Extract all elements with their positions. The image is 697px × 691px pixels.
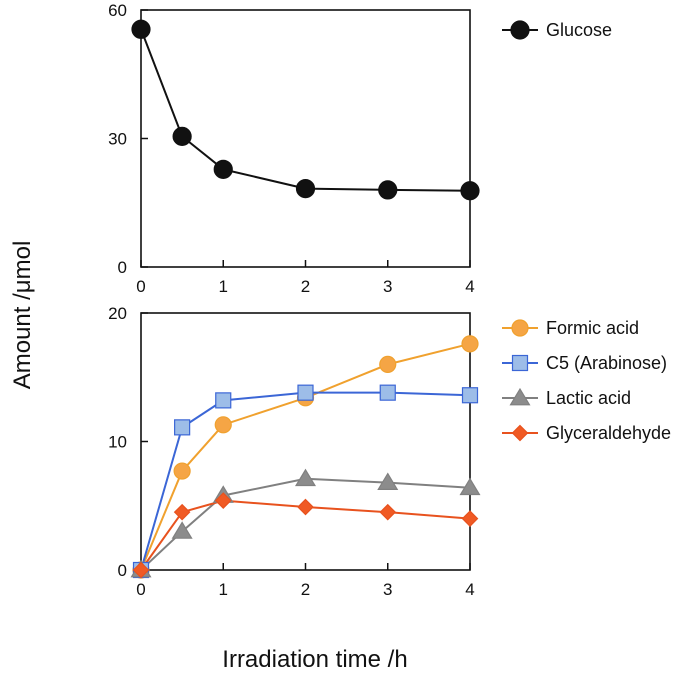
glucose-point-5 — [460, 181, 480, 201]
c5-arabinose-point-1 — [174, 419, 191, 436]
c5-arabinose-point-5 — [461, 387, 479, 404]
top-x-tick-label-2: 2 — [301, 277, 310, 296]
top-x-tick-label-3: 3 — [383, 277, 392, 296]
top-y-tick-label-60: 60 — [108, 1, 127, 20]
bottom-series-markers — [130, 335, 481, 579]
glyceraldehyde-point-0 — [132, 561, 150, 579]
legend-item-lactic-acid: Lactic acid — [502, 387, 631, 408]
legend-item-formic-acid: Formic acid — [502, 318, 639, 338]
legend-item-c5-arabinose: C5 (Arabinose) — [502, 353, 667, 373]
legend-marker-group-glyceraldehyde — [511, 424, 529, 442]
glucose-point-2 — [213, 159, 233, 179]
formic-acid-point-1 — [173, 462, 191, 480]
formic-acid-point-4 — [379, 355, 397, 373]
bottom-x-tick-label-3: 3 — [383, 580, 392, 599]
legend-label-glyceraldehyde: Glyceraldehyde — [546, 423, 671, 443]
glucose-point-1 — [172, 126, 192, 146]
glyceraldehyde-point-4 — [379, 503, 397, 521]
c5-arabinose-point-3 — [297, 384, 314, 401]
top-ticks: 0 1 2 3 4 0 30 60 — [108, 1, 475, 296]
formic-acid-point-2 — [214, 416, 232, 434]
lactic-acid-point-3 — [294, 468, 317, 487]
top-x-tick-label-1: 1 — [219, 277, 228, 296]
glyceraldehyde-point-3 — [297, 498, 314, 516]
bottom-legend: Formic acid C5 (Arabinose) Lactic acid Glyc… — [502, 318, 671, 443]
legend-label-c5-arabinose: C5 (Arabinose) — [546, 353, 667, 373]
bottom-x-tick-label-2: 2 — [301, 580, 310, 599]
y-axis-title: Amount /μmol — [9, 241, 36, 390]
glyceraldehyde-point-2 — [214, 492, 232, 509]
legend-marker-formic-acid — [511, 319, 529, 337]
glucose-point-4 — [378, 180, 398, 200]
bottom-x-tick-label-4: 4 — [465, 580, 474, 599]
glyceraldehyde-point-1 — [173, 503, 191, 521]
top-y-tick-label-0: 0 — [118, 258, 127, 277]
formic-acid-point-5 — [461, 335, 479, 353]
glucose-point-3 — [295, 179, 316, 199]
glyceraldehyde-line — [140, 499, 471, 571]
legend-label-glucose: Glucose — [546, 20, 612, 40]
legend-label-formic-acid: Formic acid — [546, 318, 639, 338]
top-panel: 0 1 2 3 4 0 30 60 Glucose — [108, 1, 612, 296]
bottom-panel: 0 1 2 3 4 0 10 20 Formic acid C5 (Arabinose) Lact… — [108, 304, 671, 599]
legend-marker-lactic-acid — [509, 387, 531, 406]
legend-marker-glyceraldehyde — [511, 424, 529, 442]
legend-marker-glucose — [510, 20, 530, 40]
legend-marker-group-glucose — [510, 20, 530, 40]
glyceraldehyde-points — [132, 492, 479, 579]
glyceraldehyde-point-5 — [461, 510, 479, 527]
glucose-points — [131, 19, 480, 201]
bottom-y-tick-label-10: 10 — [108, 433, 127, 452]
legend-item-glyceraldehyde: Glyceraldehyde — [502, 423, 671, 443]
c5-arabinose-point-4 — [379, 384, 396, 401]
c5-arabinose-line — [140, 391, 471, 571]
bottom-ticks: 0 1 2 3 4 0 10 20 — [108, 304, 475, 599]
c5-arabinose-point-2 — [215, 392, 232, 409]
top-series-markers — [131, 19, 480, 201]
legend-label-lactic-acid: Lactic acid — [546, 388, 631, 408]
top-x-tick-label-4: 4 — [465, 277, 474, 296]
x-axis-title: Irradiation time /h — [222, 646, 407, 673]
bottom-x-tick-label-0: 0 — [136, 580, 145, 599]
glucose-line — [140, 28, 471, 192]
legend-marker-group-c5-arabinose — [511, 354, 529, 372]
top-x-tick-label-0: 0 — [136, 277, 145, 296]
legend-item-glucose: Glucose — [502, 20, 612, 40]
bottom-y-tick-label-0: 0 — [118, 561, 127, 580]
bottom-x-tick-label-1: 1 — [219, 580, 228, 599]
glucose-point-0 — [131, 19, 151, 39]
lactic-acid-point-1 — [171, 521, 193, 539]
top-y-tick-label-30: 30 — [108, 130, 127, 149]
legend-marker-c5-arabinose — [511, 354, 529, 372]
bottom-y-tick-label-20: 20 — [108, 304, 127, 323]
lactic-acid-point-4 — [377, 472, 399, 490]
lactic-acid-point-5 — [459, 477, 481, 496]
legend-marker-group-formic-acid — [511, 319, 529, 337]
top-series-lines — [140, 28, 471, 192]
formic-acid-line — [140, 342, 471, 571]
legend-marker-group-lactic-acid — [509, 387, 531, 406]
top-legend: Glucose — [502, 20, 612, 40]
